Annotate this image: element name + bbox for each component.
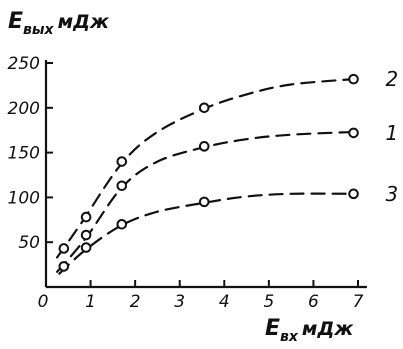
- x-tick-label: 0: [38, 292, 49, 312]
- y-axis-title-main: E: [8, 9, 23, 34]
- series-labels: 2 1 3: [386, 67, 399, 206]
- data-point-series-2: [348, 73, 359, 85]
- y-axis-title-unit: мДж: [58, 11, 110, 33]
- data-point-series-3: [80, 242, 92, 253]
- y-tick-label: 250: [8, 54, 40, 74]
- x-axis-title-main: E: [265, 316, 280, 341]
- y-tick-label: 100: [8, 188, 40, 208]
- tick-group: 0 1 2 3 4 5 6 7 50 100 150 200 250: [8, 54, 364, 312]
- x-axis-title-sub: вх: [280, 329, 299, 345]
- x-axis-title: Eвх мДж: [265, 316, 354, 345]
- data-point-series-2: [198, 102, 210, 114]
- x-tick-label: 6: [308, 292, 319, 312]
- data-point-series-2: [58, 243, 70, 254]
- data-point-series-3: [116, 218, 128, 230]
- x-axis-title-unit: мДж: [302, 318, 354, 340]
- data-point-series-1: [348, 127, 359, 139]
- y-tick-label: 200: [8, 99, 40, 119]
- data-point-series-3: [58, 261, 70, 272]
- y-axis-title: Eвых мДж: [8, 9, 110, 38]
- x-tick-label: 3: [174, 292, 185, 312]
- data-point-series-3: [198, 196, 210, 208]
- data-point-series-2: [116, 156, 128, 167]
- x-tick-label: 5: [263, 292, 274, 312]
- y-tick-label: 150: [8, 144, 40, 164]
- series-label-1: 1: [386, 121, 399, 145]
- data-point-series-1: [198, 141, 210, 152]
- data-point-series-1: [116, 180, 128, 192]
- data-point-series-2: [80, 211, 92, 223]
- x-tick-label: 1: [85, 292, 96, 312]
- series-label-3: 3: [386, 182, 399, 206]
- x-tick-label: 7: [353, 292, 364, 312]
- y-tick-label: 50: [18, 233, 40, 253]
- data-point-series-3: [348, 188, 359, 200]
- data-point-series-1: [80, 229, 92, 241]
- x-tick-label: 4: [219, 292, 230, 312]
- y-axis-title-sub: вых: [23, 22, 55, 38]
- x-tick-label: 2: [130, 292, 141, 312]
- series-label-2: 2: [386, 67, 399, 91]
- series-markers: [58, 73, 359, 272]
